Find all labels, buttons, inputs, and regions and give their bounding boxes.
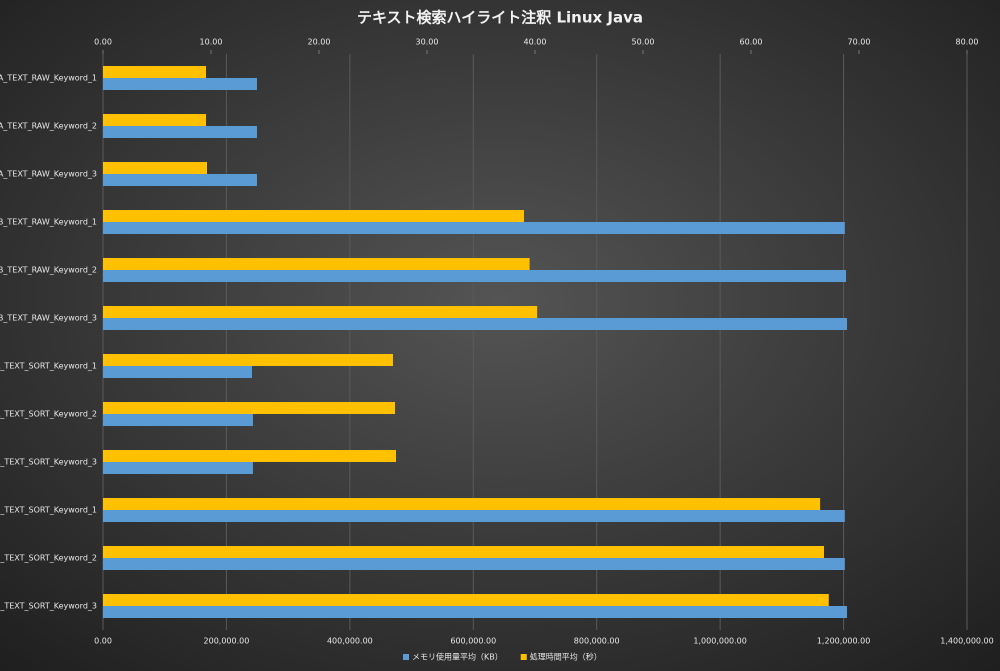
x2-tick-label: 30.00 (416, 38, 439, 47)
x-tick-label: 600,000.00 (450, 637, 496, 646)
x2-tick-label: 60.00 (740, 38, 763, 47)
bar (103, 222, 845, 234)
bar (103, 414, 253, 426)
y-tick-label: A_TEXT_SORT_Keyword_2 (0, 410, 97, 419)
bar (103, 354, 393, 366)
legend-label: メモリ使用量平均（KB） (412, 652, 503, 662)
x2-tick-label: 50.00 (632, 38, 655, 47)
y-tick-label: B_TEXT_SORT_Keyword_3 (0, 602, 97, 611)
x-tick-label: 1,400,000.00 (940, 637, 993, 646)
bar (103, 462, 253, 474)
bar (103, 210, 524, 222)
bar (103, 306, 538, 318)
y-tick-label: A_TEXT_SORT_Keyword_3 (0, 458, 97, 467)
bar (103, 402, 396, 414)
x-tick-label: 800,000.00 (574, 637, 620, 646)
bar (103, 78, 257, 90)
y-tick-label: B_TEXT_SORT_Keyword_1 (0, 506, 97, 515)
x2-tick-label: 40.00 (524, 38, 547, 47)
bar (103, 258, 530, 270)
legend-label: 処理時間平均（秒） (530, 652, 602, 662)
bar (103, 558, 845, 570)
x-tick-label: 200,000.00 (204, 637, 250, 646)
y-tick-label: B_TEXT_SORT_Keyword_2 (0, 554, 97, 563)
x2-tick-label: 80.00 (956, 38, 979, 47)
bar (103, 498, 821, 510)
y-tick-label: B_TEXT_RAW_Keyword_1 (0, 218, 97, 227)
x2-tick-label: 70.00 (848, 38, 871, 47)
bar (103, 450, 397, 462)
bar (103, 270, 847, 282)
chart-title: テキスト検索ハイライト注釈 Linux Java (357, 9, 643, 27)
bar (103, 126, 257, 138)
y-tick-label: A_TEXT_RAW_Keyword_2 (0, 122, 97, 131)
bar (103, 606, 848, 618)
x-tick-label: 1,200,000.00 (817, 637, 870, 646)
x2-tick-label: 10.00 (200, 38, 223, 47)
x-tick-label: 0.00 (94, 637, 112, 646)
bar (103, 546, 825, 558)
y-tick-label: A_TEXT_RAW_Keyword_1 (0, 74, 97, 83)
y-tick-label: A_TEXT_SORT_Keyword_1 (0, 362, 97, 371)
bar (103, 66, 207, 78)
bar (103, 366, 252, 378)
x2-tick-label: 0.00 (94, 38, 112, 47)
y-tick-label: B_TEXT_RAW_Keyword_3 (0, 314, 97, 323)
bar (103, 594, 829, 606)
x-tick-label: 1,000,000.00 (693, 637, 746, 646)
x-tick-label: 400,000.00 (327, 637, 373, 646)
y-tick-label: B_TEXT_RAW_Keyword_2 (0, 266, 97, 275)
bar (103, 318, 848, 330)
legend-swatch (520, 654, 527, 660)
bar (103, 510, 845, 522)
x2-tick-label: 20.00 (308, 38, 331, 47)
y-tick-label: A_TEXT_RAW_Keyword_3 (0, 170, 97, 179)
legend-swatch (403, 654, 409, 660)
bar (103, 162, 208, 174)
bar (103, 174, 257, 186)
bar (103, 114, 207, 126)
